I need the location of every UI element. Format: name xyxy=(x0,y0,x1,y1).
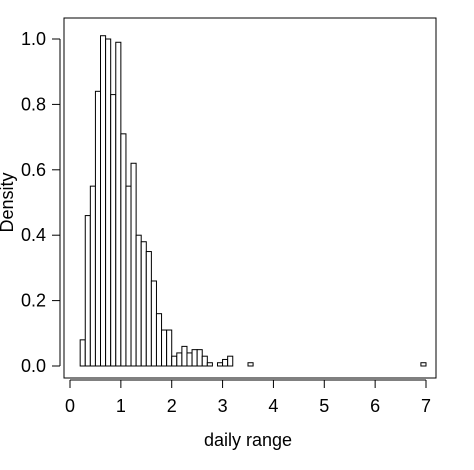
histogram-bar-23 xyxy=(196,349,203,367)
histogram-bar-13 xyxy=(145,251,152,367)
histogram-bar-3 xyxy=(94,90,102,367)
histogram-bar-18 xyxy=(171,355,178,367)
y-tick-label-3: 0.6 xyxy=(21,160,46,180)
histogram-bar-28 xyxy=(222,358,229,367)
histogram-bar-12 xyxy=(140,241,147,367)
y-tick-label-5: 1.0 xyxy=(21,29,46,49)
histogram-bar-16 xyxy=(161,329,168,367)
histogram-bar-15 xyxy=(155,313,163,367)
histogram-bar-19 xyxy=(176,352,183,367)
histogram-bar-7 xyxy=(115,41,122,367)
histogram-bar-5 xyxy=(105,38,112,367)
y-tick-label-2: 0.4 xyxy=(21,225,46,245)
histogram-bar-30 xyxy=(247,362,254,367)
x-tick-label-1: 1 xyxy=(116,396,126,416)
histogram-bar-27 xyxy=(216,362,224,367)
x-tick-label-5: 5 xyxy=(319,396,329,416)
histogram-bar-1 xyxy=(84,215,91,367)
histogram-bar-9 xyxy=(125,185,132,367)
x-tick-label-2: 2 xyxy=(167,396,177,416)
x-tick-label-6: 6 xyxy=(370,396,380,416)
histogram-bar-21 xyxy=(186,352,193,367)
y-tick-label-0: 0.0 xyxy=(21,356,46,376)
x-tick-label-4: 4 xyxy=(268,396,278,416)
x-axis-label: daily range xyxy=(204,430,292,450)
plot-frame xyxy=(63,17,437,379)
histogram-bar-29 xyxy=(227,355,234,367)
histogram-bars xyxy=(79,35,427,367)
histogram-bar-4 xyxy=(100,35,107,367)
x-axis: 0 1 2 3 4 5 6 7 xyxy=(65,379,431,416)
x-tick-label-7: 7 xyxy=(421,396,431,416)
histogram-bar-8 xyxy=(120,133,127,367)
histogram-bar-24 xyxy=(201,355,208,367)
histogram-bar-10 xyxy=(130,162,137,367)
y-tick-label-1: 0.2 xyxy=(21,291,46,311)
y-axis: 0.0 0.2 0.4 0.6 0.8 1.0 xyxy=(21,29,61,376)
histogram-bar-22 xyxy=(191,349,198,367)
histogram-bar-31 xyxy=(420,362,427,367)
histogram-bar-2 xyxy=(89,185,96,367)
histogram-bar-11 xyxy=(135,234,142,367)
x-tick-label-3: 3 xyxy=(218,396,228,416)
histogram-bar-25 xyxy=(206,362,213,367)
histogram-bar-20 xyxy=(181,345,188,367)
histogram-bar-6 xyxy=(110,94,117,367)
histogram-bar-14 xyxy=(150,280,157,367)
histogram-bar-0 xyxy=(79,339,86,367)
x-tick-label-0: 0 xyxy=(65,396,75,416)
y-tick-label-4: 0.8 xyxy=(21,94,46,114)
histogram-bar-17 xyxy=(166,329,173,367)
y-axis-label: Density xyxy=(0,172,17,232)
